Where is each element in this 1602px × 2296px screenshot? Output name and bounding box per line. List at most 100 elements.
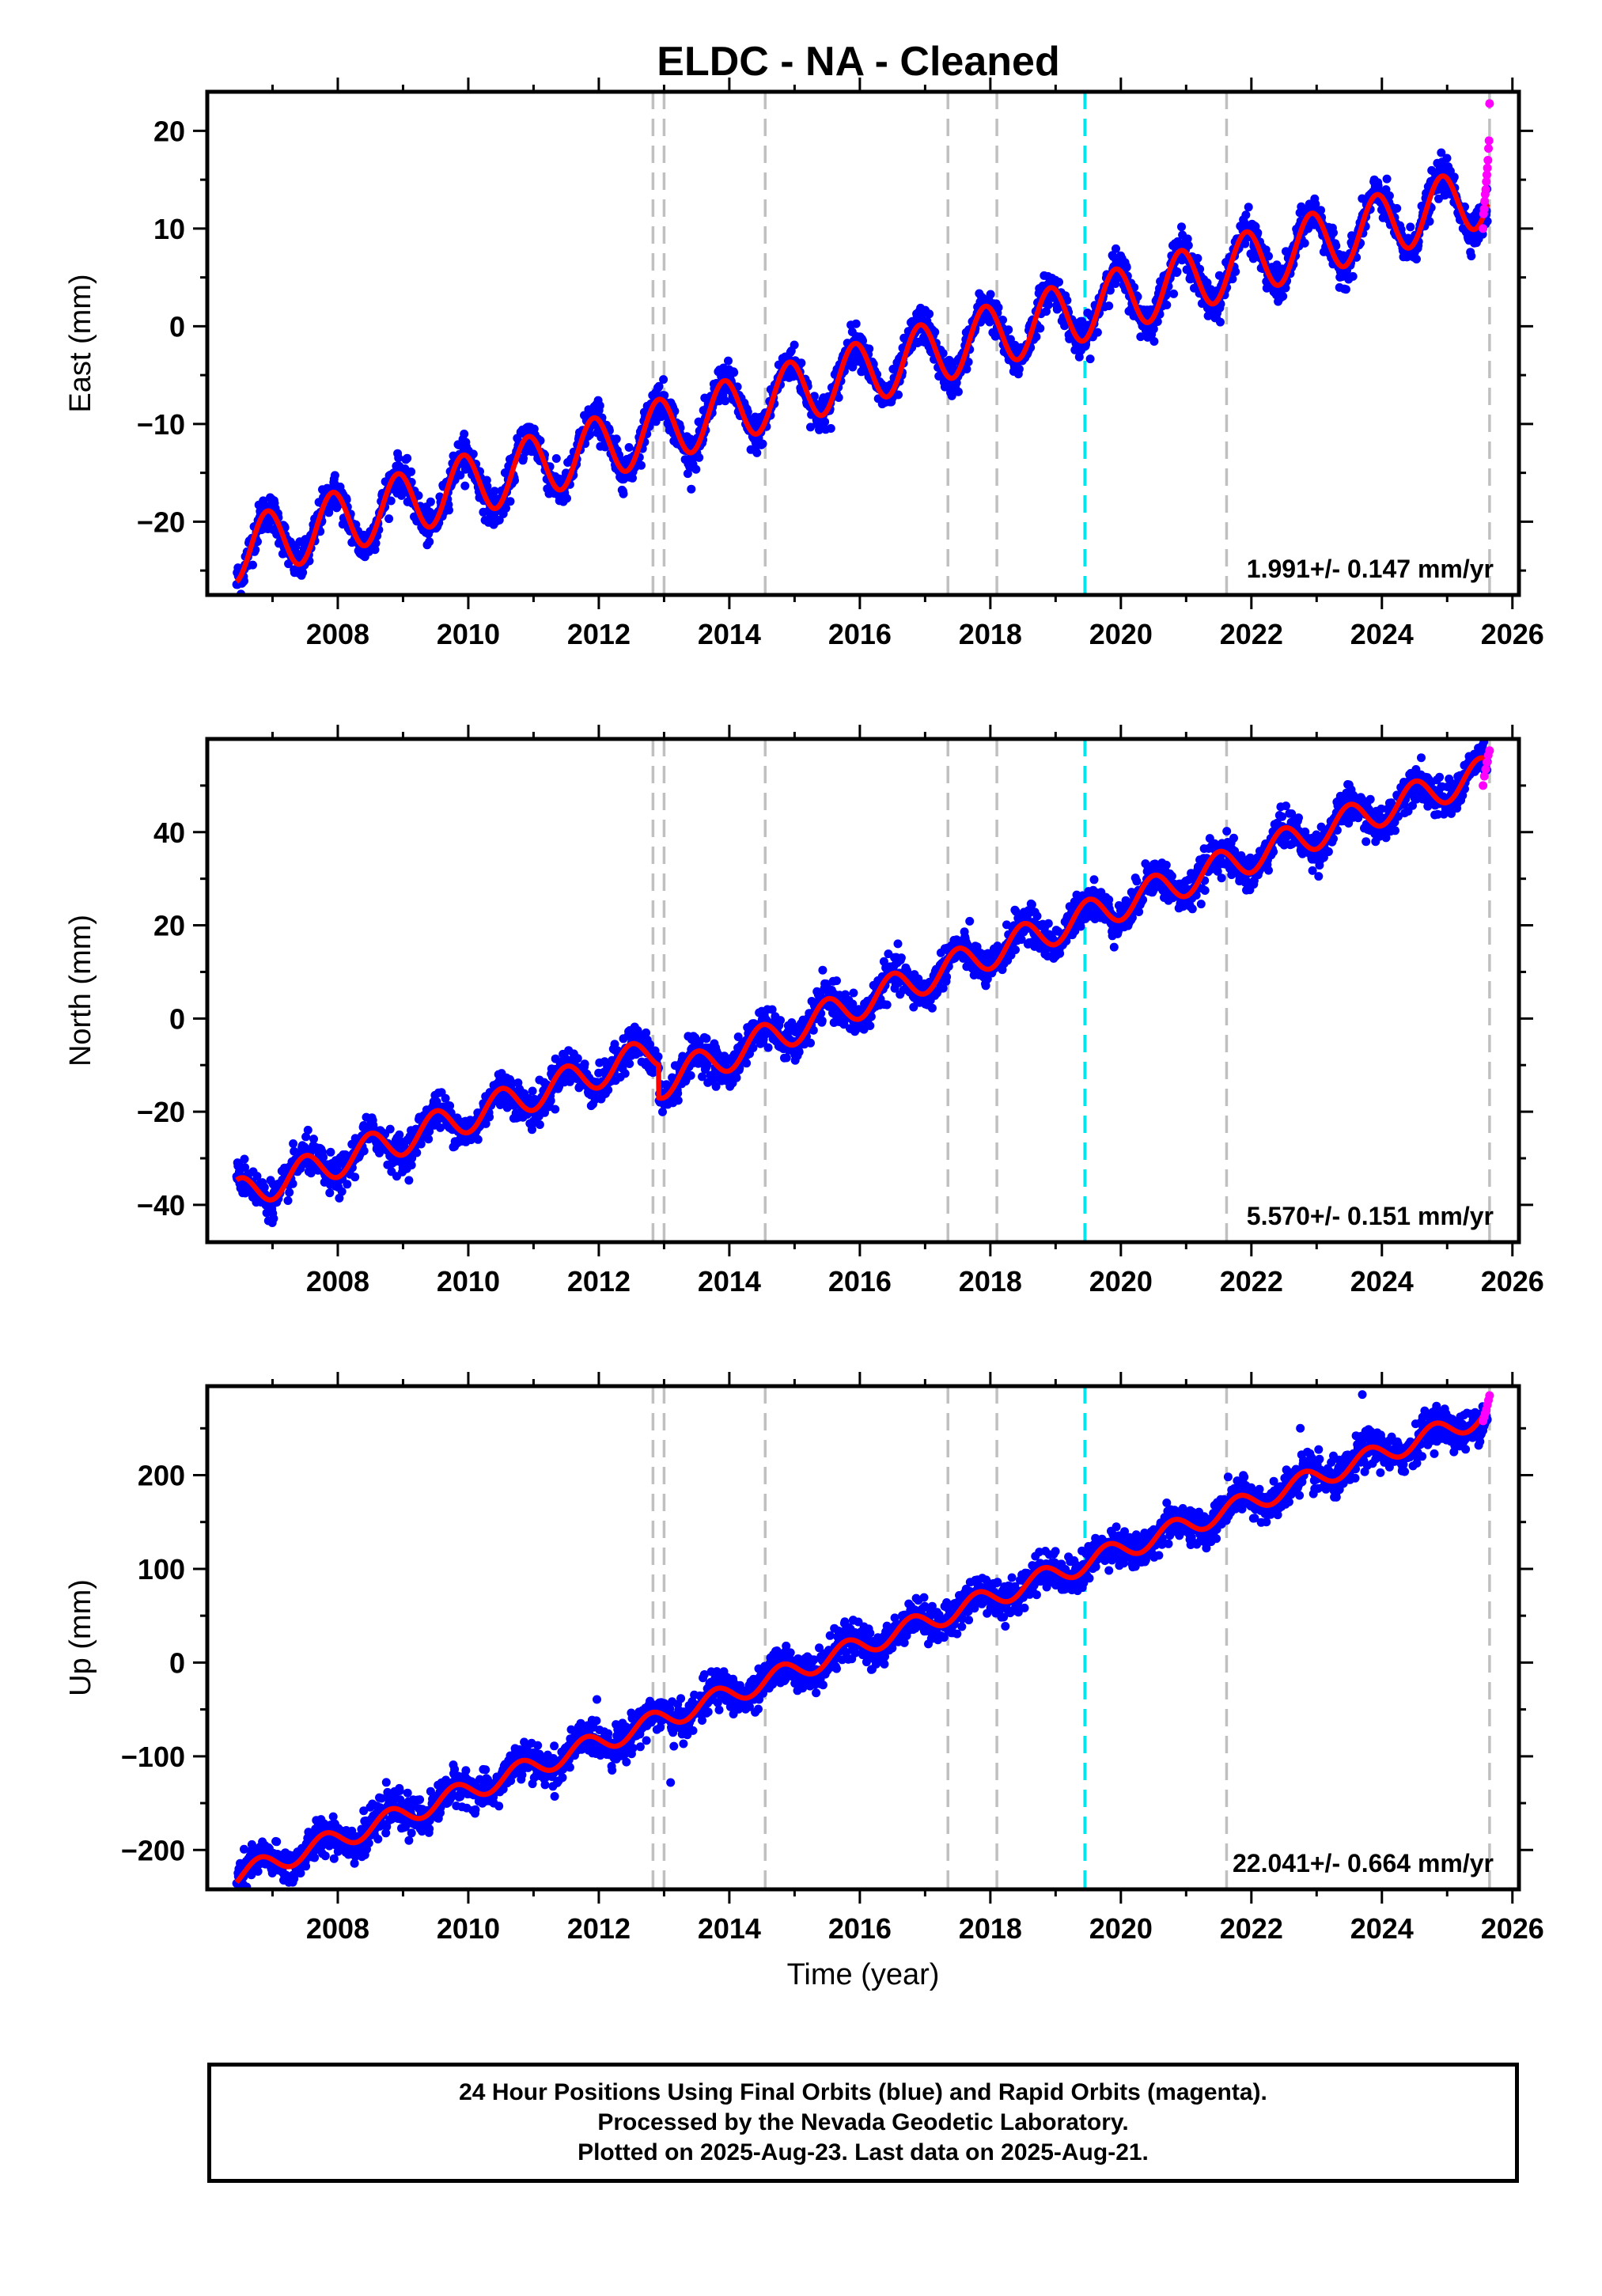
data-point	[826, 424, 835, 433]
data-point	[580, 1059, 589, 1069]
data-point	[1184, 241, 1193, 250]
data-point	[337, 1187, 347, 1196]
data-point	[794, 1048, 804, 1057]
data-point	[782, 1053, 791, 1063]
data-point	[506, 497, 515, 506]
data-point	[330, 471, 339, 480]
data-point	[397, 491, 406, 500]
data-point	[743, 407, 752, 417]
data-point	[927, 1003, 937, 1013]
data-point	[407, 467, 416, 476]
data-point	[371, 539, 381, 548]
data-point	[1382, 174, 1392, 184]
data-point	[551, 1104, 560, 1114]
data-point	[248, 560, 257, 570]
rapid-point	[1483, 163, 1492, 172]
data-point	[925, 309, 934, 319]
data-point	[384, 514, 394, 524]
data-point	[691, 464, 701, 474]
data-point	[303, 1125, 312, 1135]
data-point	[473, 1135, 483, 1144]
data-point	[965, 916, 975, 926]
data-point	[654, 381, 664, 391]
data-point	[806, 1038, 815, 1048]
x-tick-label: 2012	[567, 618, 631, 650]
data-point	[659, 375, 668, 385]
data-point	[240, 1154, 249, 1164]
data-point	[283, 1196, 293, 1205]
panel-2: 2008 2010 2012 2014 2016 2018 2020 2022 2024 2026…	[64, 725, 1544, 1298]
data-point	[1412, 255, 1421, 263]
data-point	[994, 303, 1003, 313]
data-point	[1011, 945, 1020, 954]
y-tick-label: −20	[137, 506, 185, 538]
rapid-point	[1485, 99, 1494, 108]
data-point	[445, 506, 453, 515]
data-point	[986, 290, 995, 299]
data-point	[637, 460, 646, 470]
model-fit-line	[235, 173, 1490, 584]
panels: 2008 2010 2012 2014 2016 2018 2020 2022 2024 2026…	[64, 78, 1544, 1991]
data-point	[604, 1085, 613, 1095]
panel-1: 2008 2010 2012 2014 2016 2018 2020 2022 2024 2026…	[64, 78, 1544, 650]
x-tick-label: 2018	[959, 618, 1022, 650]
rapid-point	[1483, 155, 1493, 165]
data-point	[425, 537, 434, 547]
x-tick-label: 2026	[1481, 618, 1544, 650]
data-point	[289, 1139, 298, 1148]
data-point	[426, 497, 435, 506]
data-point	[562, 494, 571, 503]
data-point	[1425, 217, 1434, 226]
x-tick-label: 2024	[1350, 618, 1414, 650]
data-point	[1014, 365, 1024, 373]
x-tick-label: 2016	[828, 618, 892, 650]
data-point	[1278, 292, 1288, 301]
data-point	[585, 430, 595, 439]
x-tick-label: 2022	[1220, 618, 1283, 650]
data-point	[1406, 222, 1415, 232]
final-orbit-points	[232, 148, 1492, 595]
data-point	[758, 439, 767, 449]
data-point	[551, 454, 561, 463]
data-point	[309, 1135, 318, 1144]
data-point	[1104, 301, 1114, 311]
data-point	[1392, 203, 1402, 213]
data-point	[619, 489, 628, 498]
data-point	[953, 387, 963, 396]
data-point	[1244, 203, 1253, 212]
plot-area	[232, 92, 1494, 595]
data-point	[386, 496, 396, 506]
data-point	[485, 1112, 494, 1122]
data-point	[1177, 222, 1186, 232]
data-point	[1169, 289, 1179, 298]
data-point	[612, 434, 621, 444]
data-point	[595, 401, 604, 411]
data-point	[1467, 252, 1476, 261]
rapid-point	[1479, 224, 1488, 233]
data-point	[763, 1043, 773, 1052]
data-point	[893, 939, 903, 949]
data-point	[528, 1086, 537, 1096]
rapid-point	[1484, 144, 1494, 153]
data-point	[483, 482, 492, 491]
data-point	[412, 1148, 422, 1157]
data-point	[1341, 285, 1350, 294]
data-point	[1149, 324, 1158, 334]
data-point	[350, 1173, 360, 1182]
data-point	[687, 484, 696, 494]
data-point	[528, 1125, 536, 1135]
y-tick-label: 20	[153, 115, 185, 147]
data-point	[1149, 337, 1159, 346]
rapid-point	[1479, 204, 1489, 214]
data-point	[1162, 301, 1172, 309]
data-point	[628, 473, 637, 483]
data-point	[1085, 354, 1095, 364]
rapid-point	[1484, 136, 1494, 146]
data-point	[490, 487, 499, 496]
data-point	[896, 953, 906, 963]
data-point	[403, 453, 412, 463]
data-point	[790, 340, 799, 350]
x-tick-label: 2020	[1089, 618, 1153, 650]
data-point	[325, 1188, 335, 1198]
data-point	[686, 1070, 695, 1080]
